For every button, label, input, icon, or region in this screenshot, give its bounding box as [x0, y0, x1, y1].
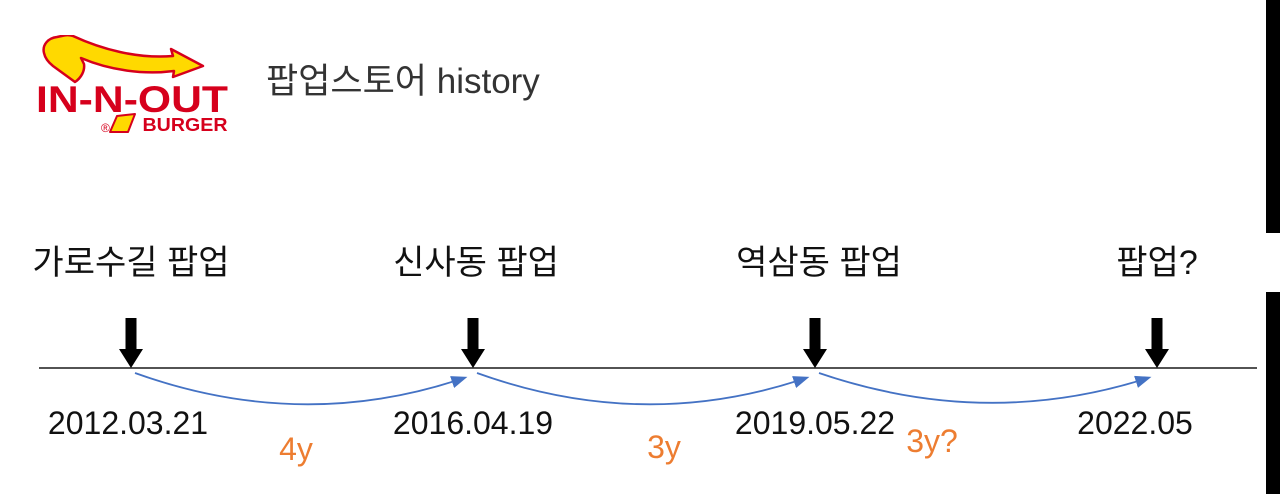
slide-title: 팝업스토어 history: [266, 62, 540, 101]
logo-registered-mark: ®: [101, 121, 110, 135]
logo-wordmark: IN-N-OUT: [36, 79, 228, 120]
interval-arc-icon: [476, 372, 810, 406]
logo-sub-wordmark: BURGER: [143, 115, 228, 135]
event-marker-down-arrow-icon: [803, 318, 827, 368]
interval-label: 3y?: [906, 423, 958, 459]
event-label: 팝업?: [1116, 244, 1198, 282]
event-marker-down-arrow-icon: [119, 318, 143, 368]
right-edge-bar-top: [1266, 0, 1280, 233]
event-date: 2016.04.19: [392, 405, 554, 441]
event-label: 역삼동 팝업: [736, 244, 902, 282]
event-label: 가로수길 팝업: [32, 244, 230, 282]
interval-label: 3y: [647, 429, 681, 465]
event-date: 2012.03.21: [47, 405, 209, 441]
event-marker-down-arrow-icon: [461, 318, 485, 368]
interval-arc-icon: [134, 372, 468, 406]
event-date: 2019.05.22: [734, 405, 896, 441]
logo-parallelogram-icon: [109, 113, 136, 133]
event-marker-down-arrow-icon: [1145, 318, 1169, 368]
right-edge-bar-bottom: [1266, 292, 1280, 494]
innout-logo: IN-N-OUT ® BURGER: [36, 35, 228, 135]
interval-label: 4y: [279, 431, 313, 467]
logo-curved-right-arrow-icon: [42, 35, 205, 84]
interval-arc-icon: [818, 372, 1152, 404]
event-label: 신사동 팝업: [393, 244, 559, 282]
event-date: 2022.05: [1077, 405, 1193, 441]
